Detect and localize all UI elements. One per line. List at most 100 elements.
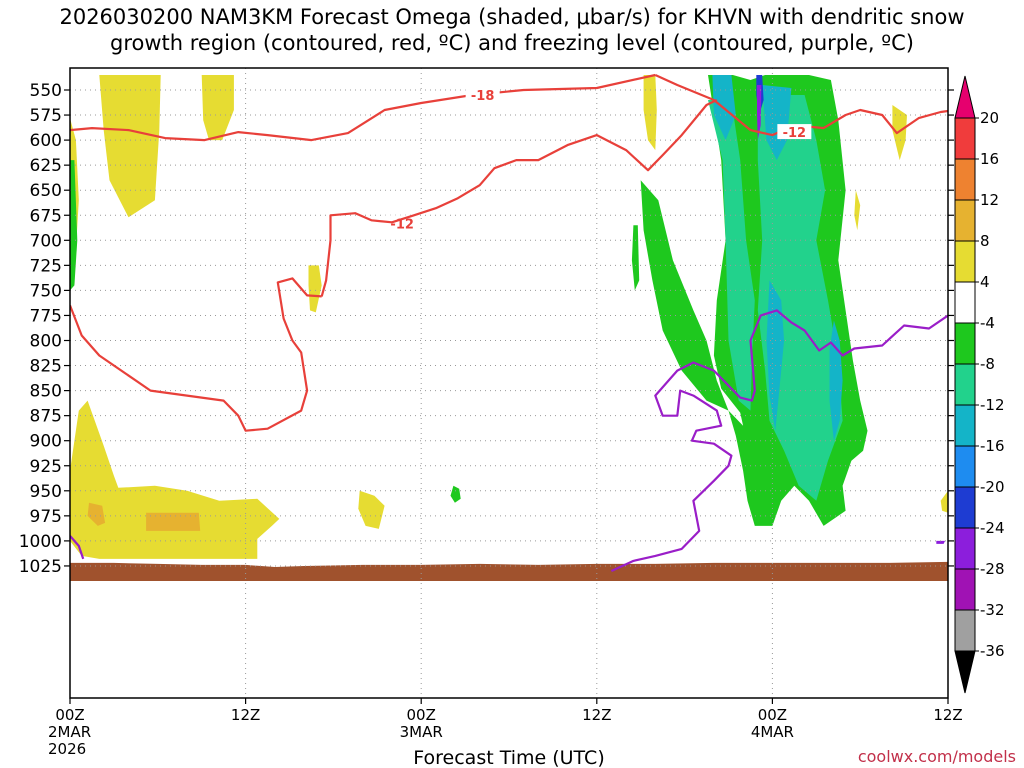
dgz-contour-label: -18 — [471, 89, 495, 104]
colorbar-label: 12 — [980, 191, 999, 209]
chart-title-line-1: 2026030200 NAM3KM Forecast Omega (shaded… — [59, 5, 964, 29]
colorbar-bin — [954, 322, 976, 365]
omega-region-23 — [936, 540, 946, 544]
y-tick-label: 675 — [30, 206, 62, 226]
chart-title-line-2: growth region (contoured, red, ºC) and f… — [110, 31, 914, 55]
omega-region-18 — [762, 85, 792, 161]
x-tick-label: 4MAR — [751, 723, 794, 741]
omega-region-22 — [757, 85, 762, 141]
y-tick-label: 850 — [30, 382, 62, 402]
plot-area: -18-12-12 — [69, 67, 949, 699]
y-tick-label: 600 — [30, 131, 62, 151]
credit-text: coolwx.com/models — [858, 747, 1016, 766]
x-tick-label: 2MAR — [48, 723, 91, 741]
colorbar-label: 4 — [980, 273, 990, 291]
omega-region-7 — [892, 105, 907, 161]
omega-region-4 — [308, 265, 322, 313]
colorbar-label: -24 — [980, 519, 1005, 537]
plot-content: -18-12-12 — [70, 68, 948, 698]
contour-label-bg — [465, 87, 500, 103]
omega-region-14 — [450, 485, 461, 503]
x-tick-label: 00Z — [407, 706, 436, 724]
omega-region-9 — [87, 502, 106, 526]
omega-region-11 — [70, 160, 78, 291]
y-tick-label: 725 — [30, 256, 62, 276]
y-tick-label: 875 — [30, 407, 62, 427]
y-tick-label: 925 — [30, 457, 62, 477]
colorbar-bin — [954, 117, 976, 160]
colorbar-bin — [954, 568, 976, 611]
colorbar-label: -8 — [980, 355, 995, 373]
colorbar-bin — [954, 486, 976, 529]
colorbar-min-triangle — [954, 650, 976, 694]
colorbar-label: 16 — [980, 150, 999, 168]
dgz-contour-label: -12 — [783, 126, 807, 141]
x-axis-title: Forecast Time (UTC) — [413, 747, 604, 768]
omega-region-8 — [854, 190, 861, 231]
y-tick-label: 775 — [30, 306, 62, 326]
x-tick-label: 00Z — [758, 706, 787, 724]
colorbar-label: -4 — [980, 314, 995, 332]
y-tick-label: 625 — [30, 156, 62, 176]
x-tick-label: 12Z — [933, 706, 962, 724]
x-tick-label: 3MAR — [400, 723, 443, 741]
y-tick-label: 650 — [30, 181, 62, 201]
freezing-level-contour-0 — [70, 535, 85, 560]
colorbar-label: 8 — [980, 232, 990, 250]
colorbar-label: 20 — [980, 109, 999, 127]
terrain-fill — [70, 561, 948, 581]
y-tick-label: 900 — [30, 432, 62, 452]
colorbar-max-triangle — [954, 75, 976, 119]
omega-region-1 — [201, 75, 234, 141]
omega-region-6 — [643, 75, 657, 151]
omega-region-3 — [70, 400, 280, 559]
contour-label-bg — [777, 124, 812, 140]
dgz-contour-0 — [70, 73, 656, 142]
colorbar-bin — [954, 281, 976, 324]
omega-region-0 — [99, 75, 161, 218]
y-tick-label: 1025 — [19, 557, 62, 577]
freezing-level-contour-1 — [610, 309, 948, 572]
x-tick-label: 12Z — [231, 706, 260, 724]
y-axis: 550 575 600 625 650 675 700 725 750 775 800 825 850 8… — [19, 81, 954, 577]
y-tick-label: 750 — [30, 281, 62, 301]
colorbar-bin — [954, 609, 976, 652]
colorbar-bin — [954, 363, 976, 406]
dgz-contour-1 — [654, 73, 948, 137]
omega-region-5 — [358, 490, 385, 529]
y-tick-label: 575 — [30, 106, 62, 126]
colorbar-bin — [954, 158, 976, 201]
y-tick-label: 800 — [30, 332, 62, 352]
colorbar-bin — [954, 199, 976, 242]
x-tick-label: 12Z — [582, 706, 611, 724]
colorbar-bin — [954, 404, 976, 447]
colorbar-label: -36 — [980, 642, 1005, 660]
omega-region-15 — [708, 100, 755, 411]
plot-frame — [69, 67, 949, 699]
colorbar-bin — [954, 445, 976, 488]
colorbar-bin — [954, 527, 976, 570]
dgz-contour-2 — [70, 277, 322, 432]
colorbar-label: -20 — [980, 478, 1005, 496]
omega-region-12 — [631, 225, 640, 291]
colorbar-label: -28 — [980, 560, 1005, 578]
omega-region-24 — [940, 490, 948, 513]
colorbar-label: -32 — [980, 601, 1005, 619]
y-tick-label: 950 — [30, 482, 62, 502]
y-tick-label: 550 — [30, 81, 62, 101]
y-tick-label: 825 — [30, 357, 62, 377]
y-tick-label: 975 — [30, 507, 62, 527]
x-tick-label: 00Z — [55, 706, 84, 724]
omega-region-16 — [757, 95, 843, 501]
y-tick-label: 700 — [30, 231, 62, 251]
colorbar-bin — [954, 240, 976, 283]
colorbar-label: -12 — [980, 396, 1005, 414]
contour-label-bg — [385, 215, 420, 231]
omega-region-19 — [766, 280, 785, 431]
x-tick-label: 2026 — [48, 740, 86, 758]
dgz-contour-3 — [320, 99, 718, 297]
y-tick-label: 1000 — [19, 532, 62, 552]
omega-region-10 — [146, 512, 201, 531]
